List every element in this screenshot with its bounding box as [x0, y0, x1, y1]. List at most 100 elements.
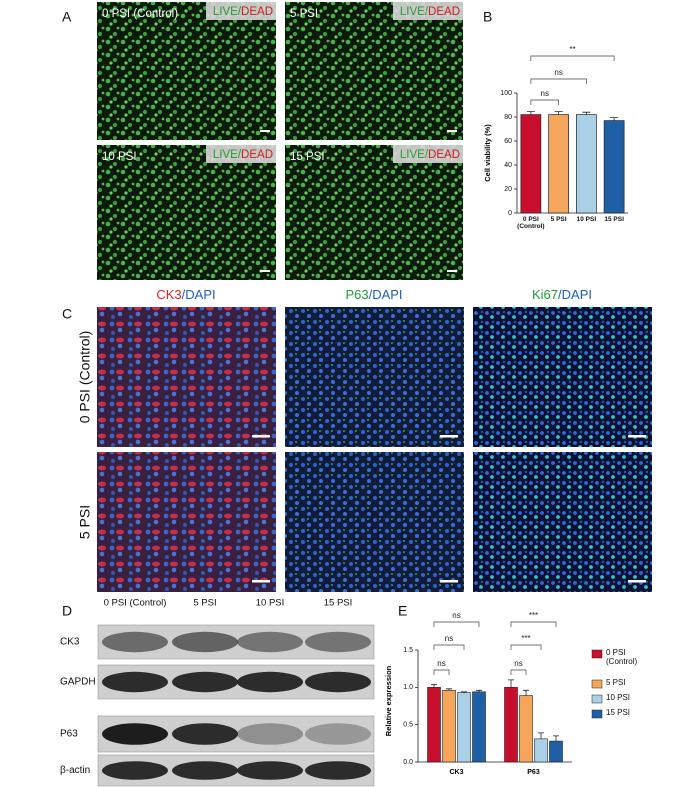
bar: [520, 114, 542, 214]
stain-label-part: /: [238, 149, 242, 161]
x-tick-label-box: 15 PSI: [604, 216, 624, 223]
bar: [442, 690, 456, 763]
stain-label-part: LIVE: [400, 6, 425, 18]
blot-band: [172, 723, 238, 745]
stain-label: LIVE/DEAD: [400, 6, 460, 18]
error-bar: [582, 111, 591, 115]
blot-band: [102, 761, 168, 780]
row-label: 5 PSI: [77, 505, 93, 539]
blot-band: [102, 631, 168, 653]
error-bar: [553, 735, 559, 742]
bar: [504, 687, 518, 763]
stain-label-bg: [206, 2, 276, 20]
blot-band: [237, 723, 303, 745]
significance-label: ns: [452, 611, 460, 620]
significance-bracket: [510, 644, 542, 650]
legend-swatch: [591, 649, 603, 659]
scale-bar: [447, 130, 457, 132]
column-header: CK3/DAPI: [156, 287, 215, 302]
y-tick-label: 1.5: [403, 647, 413, 654]
x-tick-label: 0 PSI (Control): [517, 216, 545, 231]
bar: [603, 120, 625, 214]
micrograph: [97, 307, 276, 447]
micrograph: [97, 452, 276, 592]
stain-label-part: DEAD: [428, 6, 460, 18]
column-header-part: DAPI: [372, 287, 402, 302]
error-bar: [523, 689, 529, 696]
significance-bracket: [530, 99, 559, 105]
lane-label: 10 PSI: [256, 598, 285, 609]
bar: [427, 687, 441, 763]
scale-bar: [440, 580, 458, 583]
x-tick-label-box: 5 PSI: [551, 216, 567, 223]
significance-bracket: [530, 55, 615, 61]
micrograph: [97, 2, 276, 140]
column-header-part: /: [369, 287, 373, 302]
stain-label: LIVE/DEAD: [213, 149, 273, 161]
column-header-part: /: [182, 287, 186, 302]
y-axis-title: Cell viability (%): [483, 124, 492, 182]
tile-label: 10 PSI: [102, 151, 137, 163]
scale-bar: [628, 580, 646, 583]
blot-row-label: β-actin: [60, 765, 90, 776]
bar: [519, 695, 533, 763]
micrograph: [473, 452, 652, 592]
column-header-part: CK3: [156, 287, 181, 302]
stain-label-part: LIVE: [213, 149, 238, 161]
y-tick-label: 80: [504, 114, 512, 121]
column-header-part: DAPI: [562, 287, 592, 302]
blot-band: [237, 671, 303, 693]
panel-label: A: [62, 9, 72, 25]
error-bar: [446, 688, 452, 691]
blot-row-label: GAPDH: [60, 677, 96, 688]
lane-label: 15 PSI: [324, 598, 353, 609]
micrograph: [285, 2, 463, 140]
tile-label: 15 PSI: [290, 151, 325, 163]
stain-label-part: DEAD: [428, 149, 460, 161]
micrograph: [473, 307, 652, 447]
panel-label: C: [62, 306, 72, 322]
bar: [457, 692, 471, 763]
blot-band: [172, 761, 238, 780]
micrograph: [285, 452, 464, 592]
row-label: 0 PSI (Control): [77, 331, 93, 424]
x-tick-label-box: 0 PSI (Control): [517, 216, 545, 231]
scale-bar: [252, 435, 270, 438]
y-tick-label: 0: [508, 210, 512, 217]
legend-swatch: [591, 709, 603, 719]
error-bar: [538, 732, 544, 739]
blot-band: [305, 631, 371, 653]
bar: [549, 740, 563, 763]
stain-label-part: DEAD: [241, 6, 273, 18]
x-tick-label: CK3: [449, 769, 463, 776]
panel-label: D: [62, 603, 72, 619]
scale-bar: [447, 270, 457, 272]
error-bar: [508, 679, 514, 688]
scale-bar: [252, 580, 270, 583]
blot-band: [172, 671, 238, 693]
y-tick-label: 0.5: [403, 722, 413, 729]
stain-label-bg: [206, 145, 276, 163]
column-header-part: Ki67: [532, 287, 558, 302]
column-header: P63/DAPI: [345, 287, 402, 302]
significance-bracket: [530, 78, 587, 84]
scale-bar: [260, 270, 270, 272]
legend-label: 10 PSI: [606, 693, 631, 702]
stain-label-part: DEAD: [241, 149, 273, 161]
bar: [472, 691, 486, 763]
bar: [548, 114, 569, 214]
blot-band: [237, 761, 303, 780]
significance-bracket: [510, 669, 527, 675]
significance-label: ns: [541, 89, 549, 98]
micrograph: [285, 307, 464, 447]
stain-label-bg: [393, 145, 463, 163]
legend-label-box: 10 PSI: [606, 693, 631, 702]
scale-bar: [260, 130, 270, 132]
y-tick-label: 40: [504, 162, 512, 169]
significance-label: **: [569, 45, 575, 54]
legend-label-box: 15 PSI: [606, 708, 630, 717]
legend-label: 0 PSI (Control): [606, 648, 638, 667]
x-tick-label: P63: [527, 769, 540, 776]
y-tick-label: 60: [504, 138, 512, 145]
